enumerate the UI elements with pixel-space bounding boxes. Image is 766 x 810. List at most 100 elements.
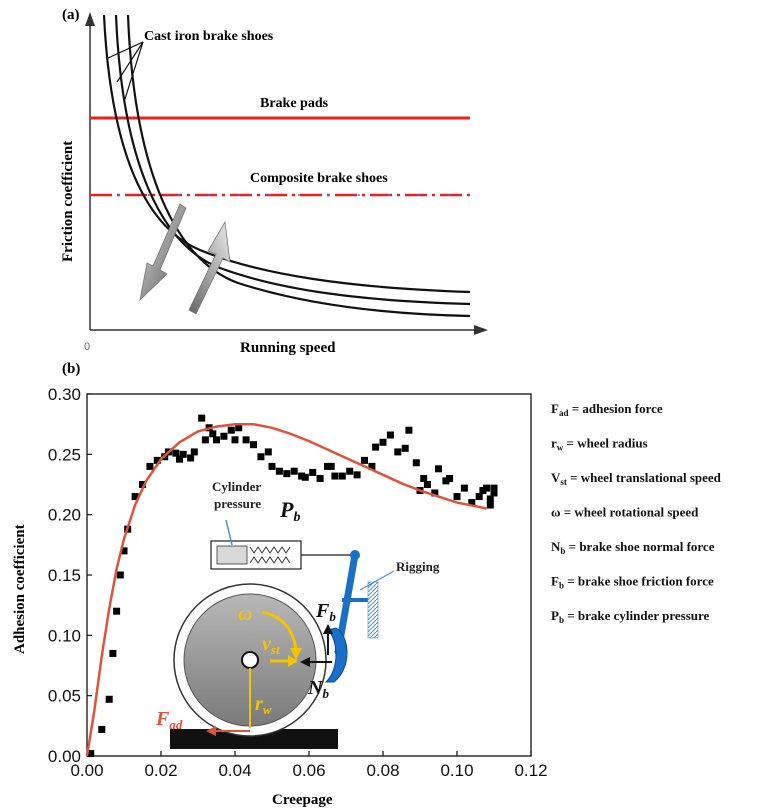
y-tick-label: 0.05 (48, 687, 81, 706)
series-label-cast-iron: Cast iron brake shoes (144, 29, 274, 44)
y-tick-label: 0.10 (48, 626, 81, 645)
data-point (172, 450, 179, 457)
panel-b-label: (b) (62, 361, 80, 377)
data-point (487, 502, 494, 509)
cylinder-piston (217, 546, 247, 564)
data-point (106, 696, 113, 703)
omega-label: ω (238, 603, 252, 625)
a-y-axis-label: Friction coefficient (60, 141, 76, 262)
data-point (354, 471, 361, 478)
data-point (202, 436, 209, 443)
rigging-label: Rigging (396, 559, 440, 574)
data-point (461, 485, 468, 492)
legend-item: Vst = wheel translational speed (551, 470, 722, 487)
data-point (372, 444, 379, 451)
panel-b: (b) 0.00 0.02 0.04 0.06 0.08 0.10 0.12 0.00 0.05… (12, 361, 722, 808)
data-point (232, 436, 239, 443)
data-point (146, 463, 153, 470)
data-point (435, 465, 442, 472)
data-point (405, 427, 412, 434)
legend-item: Fb = brake shoe friction force (551, 574, 714, 591)
data-point (302, 474, 309, 481)
anchor-hatch (368, 582, 378, 638)
legend-item: ω = wheel rotational speed (551, 505, 699, 520)
x-tick-label: 0.06 (292, 761, 325, 780)
y-tick-label: 0.20 (48, 506, 81, 525)
data-point (487, 495, 494, 502)
lever-top-pivot (350, 550, 360, 560)
data-point (454, 493, 461, 500)
series-cast-iron-curve-3 (128, 15, 470, 316)
legend-item: rw = wheel radius (551, 436, 648, 453)
data-point (257, 453, 264, 460)
cylinder-label-line1: Cylinder (212, 479, 261, 494)
pb-label: Pb (279, 497, 300, 525)
data-point (361, 457, 368, 464)
data-point (420, 475, 427, 482)
data-point (483, 485, 490, 492)
b-x-axis-label: Creepage (272, 792, 333, 808)
data-point (387, 432, 394, 439)
cylinder-label-line2: pressure (214, 496, 261, 511)
data-point (491, 485, 498, 492)
y-tick-label: 0.25 (48, 445, 81, 464)
data-point (191, 448, 198, 455)
data-point (180, 451, 187, 458)
data-point (228, 427, 235, 434)
y-tick-label: 0.00 (48, 747, 81, 766)
a-origin-label: 0 (84, 341, 90, 353)
data-point (446, 475, 453, 482)
data-point (402, 445, 409, 452)
data-point (265, 448, 272, 455)
data-point (291, 468, 298, 475)
x-tick-label: 0.10 (440, 761, 473, 780)
wheel-axle (242, 652, 258, 668)
x-tick-label: 0.02 (144, 761, 177, 780)
legend: Fad = adhesion force rw = wheel radius Vst… (551, 401, 722, 625)
series-label-composite: Composite brake shoes (250, 171, 388, 186)
a-x-axis-label: Running speed (240, 340, 336, 356)
panel-a-label: (a) (62, 7, 80, 23)
data-point (209, 430, 216, 437)
data-point (187, 454, 194, 461)
data-point (269, 463, 276, 470)
a-leader-3 (124, 42, 143, 102)
data-point (339, 473, 346, 480)
data-point (243, 436, 250, 443)
data-point (276, 468, 283, 475)
panel-a: (a) 0 Cast iron brake shoes Brake pads C… (60, 7, 488, 356)
brake-diagram: Cylinder pressure Pb Rigging ω vst Fb Nb… (155, 479, 440, 749)
shoe-pivot (337, 650, 347, 660)
x-tick-label: 0.12 (514, 761, 547, 780)
series-cast-iron-curve-2 (116, 15, 470, 304)
a-y-axis-arrowhead (85, 12, 95, 26)
nb-label: Nb (307, 677, 329, 701)
legend-item: Nb = brake shoe normal force (551, 539, 715, 556)
legend-item: Fad = adhesion force (551, 401, 663, 418)
data-point (413, 459, 420, 466)
data-point (380, 439, 387, 446)
b-ticks: 0.00 0.02 0.04 0.06 0.08 0.10 0.12 0.00 0.05 0.10… (48, 385, 548, 780)
a-x-axis-arrowhead (474, 325, 488, 335)
data-point (328, 463, 335, 470)
data-point (117, 572, 124, 579)
fad-label: Fad (155, 708, 183, 732)
data-point (346, 468, 353, 475)
data-point (250, 441, 257, 448)
data-point (331, 473, 338, 480)
legend-item: Pb = brake cylinder pressure (551, 608, 710, 625)
a-arrow-up (189, 222, 230, 314)
y-tick-label: 0.30 (48, 385, 81, 404)
data-point (424, 481, 431, 488)
data-point (394, 448, 401, 455)
data-point (98, 726, 105, 733)
data-point (283, 470, 290, 477)
data-point (220, 433, 227, 440)
data-point (213, 436, 220, 443)
data-point (317, 475, 324, 482)
x-tick-label: 0.08 (366, 761, 399, 780)
data-point (109, 650, 116, 657)
series-cast-iron-curve-1 (104, 15, 470, 292)
data-point (476, 493, 483, 500)
